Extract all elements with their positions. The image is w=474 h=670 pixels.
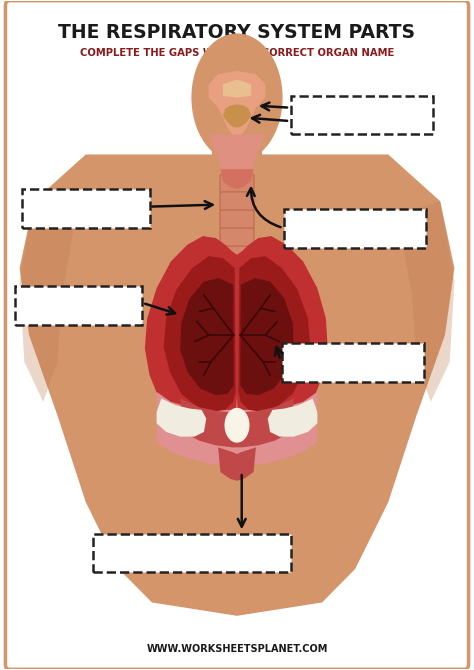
- Polygon shape: [220, 170, 254, 189]
- FancyBboxPatch shape: [220, 282, 254, 302]
- FancyBboxPatch shape: [220, 373, 254, 393]
- Text: COMPLETE THE GAPS WITH THE CORRECT ORGAN NAME: COMPLETE THE GAPS WITH THE CORRECT ORGAN…: [80, 48, 394, 58]
- FancyBboxPatch shape: [292, 96, 433, 135]
- FancyBboxPatch shape: [5, 1, 469, 669]
- Polygon shape: [164, 256, 236, 412]
- FancyBboxPatch shape: [220, 300, 254, 320]
- FancyBboxPatch shape: [220, 264, 254, 284]
- FancyBboxPatch shape: [220, 391, 254, 411]
- Polygon shape: [19, 201, 76, 402]
- FancyBboxPatch shape: [220, 192, 254, 212]
- FancyBboxPatch shape: [220, 210, 254, 230]
- FancyBboxPatch shape: [22, 189, 150, 228]
- FancyBboxPatch shape: [220, 409, 254, 429]
- Polygon shape: [237, 417, 270, 432]
- Polygon shape: [237, 236, 328, 429]
- Polygon shape: [156, 392, 318, 466]
- Polygon shape: [240, 278, 294, 395]
- FancyBboxPatch shape: [93, 533, 292, 572]
- Circle shape: [225, 409, 249, 442]
- Text: WWW.WORKSHEETSPLANET.COM: WWW.WORKSHEETSPLANET.COM: [146, 645, 328, 654]
- Polygon shape: [398, 201, 455, 402]
- Polygon shape: [268, 399, 318, 437]
- Polygon shape: [209, 135, 265, 188]
- Polygon shape: [204, 417, 237, 432]
- Circle shape: [192, 34, 282, 161]
- FancyBboxPatch shape: [282, 343, 424, 382]
- Polygon shape: [218, 448, 256, 481]
- Polygon shape: [223, 80, 251, 98]
- FancyBboxPatch shape: [220, 318, 254, 338]
- FancyBboxPatch shape: [220, 246, 254, 266]
- Polygon shape: [156, 399, 206, 437]
- Polygon shape: [223, 105, 251, 128]
- FancyBboxPatch shape: [220, 336, 254, 356]
- Polygon shape: [180, 278, 234, 395]
- Text: THE RESPIRATORY SYSTEM PARTS: THE RESPIRATORY SYSTEM PARTS: [58, 23, 416, 42]
- FancyBboxPatch shape: [220, 174, 254, 194]
- FancyBboxPatch shape: [15, 286, 143, 325]
- FancyBboxPatch shape: [220, 228, 254, 248]
- FancyBboxPatch shape: [220, 354, 254, 375]
- Polygon shape: [209, 71, 265, 137]
- FancyBboxPatch shape: [212, 111, 262, 163]
- Polygon shape: [180, 399, 294, 448]
- FancyBboxPatch shape: [284, 209, 426, 248]
- Polygon shape: [145, 236, 237, 429]
- Polygon shape: [19, 155, 455, 616]
- Polygon shape: [238, 256, 310, 412]
- FancyBboxPatch shape: [220, 427, 254, 447]
